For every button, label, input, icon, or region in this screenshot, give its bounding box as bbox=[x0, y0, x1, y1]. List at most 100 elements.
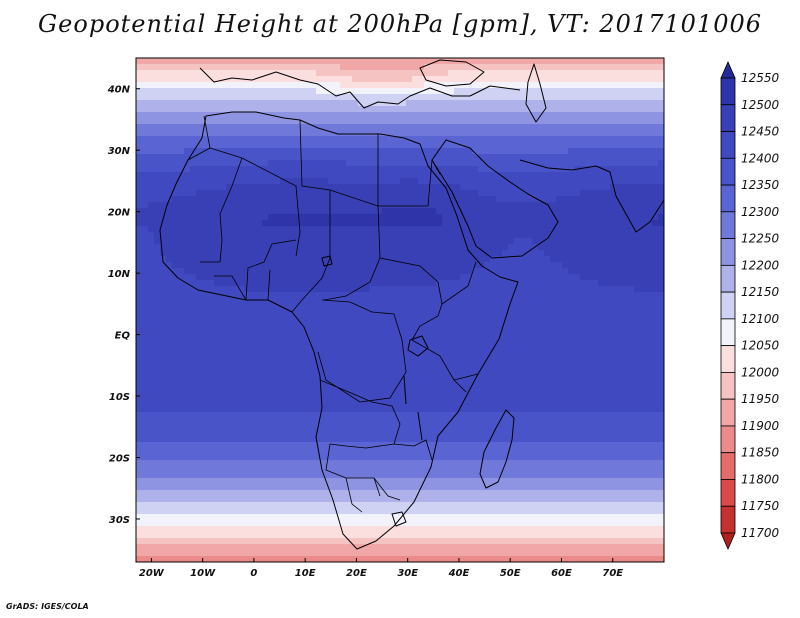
field-cell bbox=[442, 70, 449, 77]
field-cell bbox=[232, 370, 239, 377]
field-cell bbox=[634, 280, 641, 287]
field-cell bbox=[208, 172, 215, 179]
field-cell bbox=[388, 76, 395, 83]
field-cell bbox=[352, 376, 359, 383]
field-cell bbox=[304, 154, 311, 161]
field-cell bbox=[256, 136, 263, 143]
field-cell bbox=[520, 382, 527, 389]
field-cell bbox=[574, 244, 581, 251]
field-cell bbox=[484, 202, 491, 209]
field-cell bbox=[496, 196, 503, 203]
field-cell bbox=[472, 124, 479, 131]
field-cell bbox=[358, 178, 365, 185]
field-cell bbox=[508, 358, 515, 365]
field-cell bbox=[220, 340, 227, 347]
field-cell bbox=[544, 220, 551, 227]
field-cell bbox=[310, 322, 317, 329]
field-cell bbox=[136, 160, 143, 167]
field-cell bbox=[448, 124, 455, 131]
field-cell bbox=[304, 256, 311, 263]
field-cell bbox=[220, 106, 227, 113]
field-cell bbox=[538, 250, 545, 257]
field-cell bbox=[382, 106, 389, 113]
field-cell bbox=[544, 112, 551, 119]
field-cell bbox=[250, 304, 257, 311]
field-cell bbox=[640, 124, 647, 131]
field-cell bbox=[514, 370, 521, 377]
field-cell bbox=[382, 304, 389, 311]
field-cell bbox=[598, 370, 605, 377]
field-cell bbox=[610, 364, 617, 371]
field-cell bbox=[454, 280, 461, 287]
field-cell bbox=[484, 136, 491, 143]
field-cell bbox=[358, 346, 365, 353]
field-cell bbox=[388, 244, 395, 251]
field-cell bbox=[208, 190, 215, 197]
field-cell bbox=[268, 310, 275, 317]
field-cell bbox=[622, 58, 629, 65]
field-cell bbox=[580, 88, 587, 95]
field-cell bbox=[556, 88, 563, 95]
field-cell bbox=[538, 388, 545, 395]
field-cell bbox=[460, 88, 467, 95]
field-cell bbox=[658, 304, 664, 311]
field-cell bbox=[298, 106, 305, 113]
field-cell bbox=[214, 244, 221, 251]
field-cell bbox=[442, 334, 449, 341]
field-cell bbox=[142, 358, 149, 365]
field-cell bbox=[202, 238, 209, 245]
field-cell bbox=[238, 346, 245, 353]
field-cell bbox=[250, 154, 257, 161]
field-cell bbox=[226, 160, 233, 167]
field-cell bbox=[136, 154, 143, 161]
field-cell bbox=[412, 232, 419, 239]
field-cell bbox=[616, 202, 623, 209]
field-cell bbox=[226, 328, 233, 335]
field-cell bbox=[472, 388, 479, 395]
field-cell bbox=[538, 328, 545, 335]
field-cell bbox=[394, 364, 401, 371]
field-cell bbox=[196, 196, 203, 203]
field-cell bbox=[196, 124, 203, 131]
field-cell bbox=[376, 94, 383, 101]
field-cell bbox=[280, 370, 287, 377]
field-cell bbox=[544, 160, 551, 167]
field-cell bbox=[598, 280, 605, 287]
field-cell bbox=[526, 166, 533, 173]
field-cell bbox=[592, 70, 599, 77]
field-cell bbox=[538, 274, 545, 281]
field-cell bbox=[448, 358, 455, 365]
field-cell bbox=[388, 316, 395, 323]
field-cell bbox=[292, 118, 299, 125]
field-cell bbox=[316, 136, 323, 143]
field-cell bbox=[136, 334, 143, 341]
field-cell bbox=[220, 382, 227, 389]
field-cell bbox=[214, 70, 221, 77]
field-cell bbox=[652, 64, 659, 71]
field-cell bbox=[322, 214, 329, 221]
field-cell bbox=[418, 112, 425, 119]
field-cell bbox=[148, 274, 155, 281]
field-cell bbox=[208, 196, 215, 203]
field-cell bbox=[544, 250, 551, 257]
field-cell bbox=[544, 328, 551, 335]
field-cell bbox=[184, 208, 191, 215]
field-cell bbox=[178, 196, 185, 203]
field-cell bbox=[610, 214, 617, 221]
field-cell bbox=[334, 154, 341, 161]
field-cell bbox=[628, 184, 635, 191]
field-cell bbox=[376, 286, 383, 293]
field-cell bbox=[544, 310, 551, 317]
field-cell bbox=[526, 160, 533, 167]
field-cell bbox=[166, 328, 173, 335]
field-cell bbox=[364, 76, 371, 83]
field-cell bbox=[364, 364, 371, 371]
field-cell bbox=[406, 214, 413, 221]
field-cell bbox=[472, 166, 479, 173]
field-cell bbox=[556, 190, 563, 197]
field-cell bbox=[238, 244, 245, 251]
field-cell bbox=[604, 268, 611, 275]
field-cell bbox=[514, 304, 521, 311]
field-cell bbox=[298, 262, 305, 269]
field-cell bbox=[430, 142, 437, 149]
